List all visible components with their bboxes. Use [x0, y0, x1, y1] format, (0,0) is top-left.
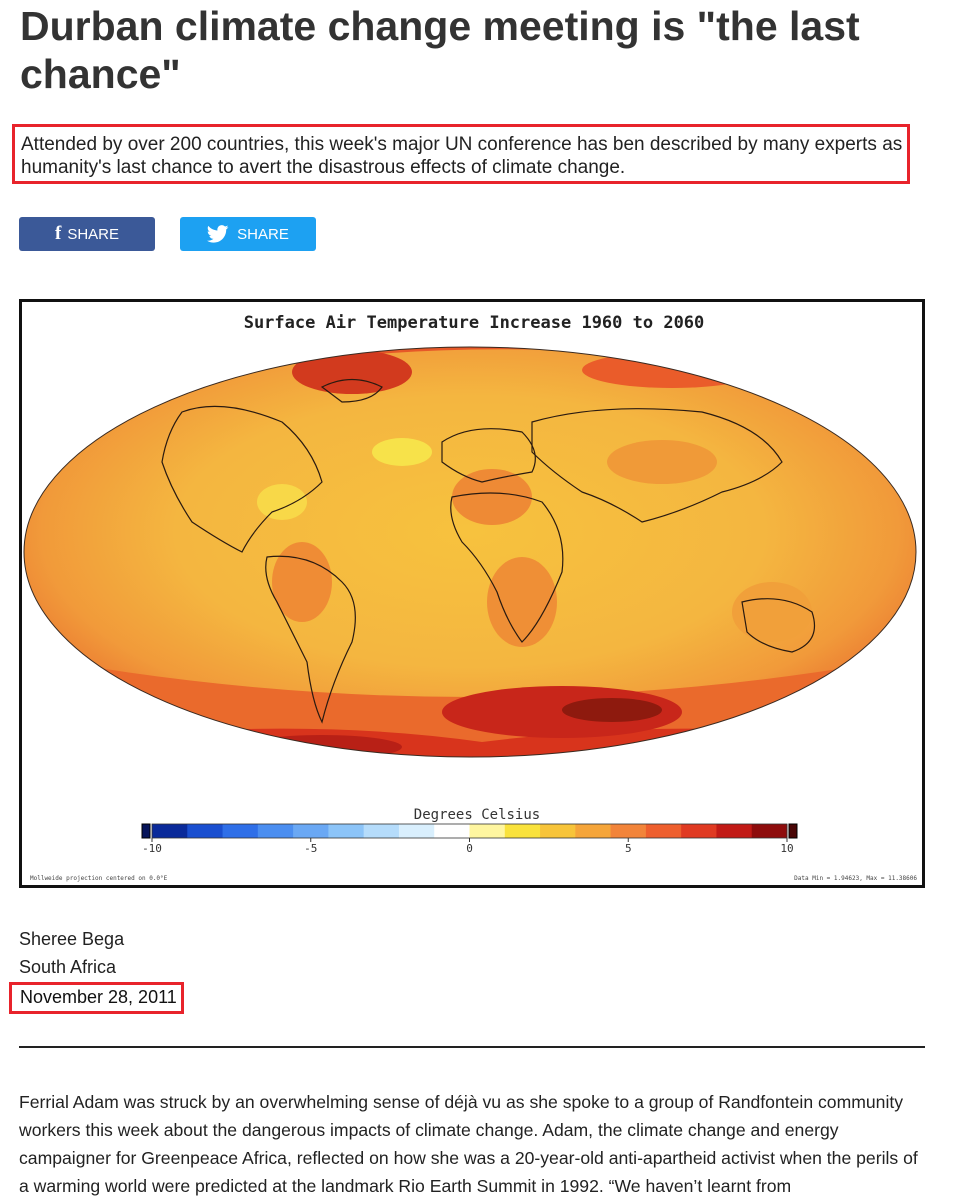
legend-title: Degrees Celsius: [414, 807, 540, 823]
colorbar-segment: [434, 824, 470, 838]
colorbar-segment: [540, 824, 576, 838]
article-body: Ferrial Adam was struck by an overwhelmi…: [19, 1092, 918, 1196]
twitter-share-label: SHARE: [237, 225, 289, 243]
colorbar-segment: [398, 824, 435, 838]
article-author: Sheree Bega: [19, 929, 125, 949]
article-region: South Africa: [19, 957, 117, 977]
twitter-icon: [207, 225, 229, 243]
colorbar-tick-label: -10: [142, 842, 162, 855]
legend-colorbar: [141, 823, 798, 839]
facebook-share-button[interactable]: f SHARE: [19, 217, 155, 251]
colorbar-cap-low: [141, 823, 151, 839]
colorbar-cap-high: [788, 823, 798, 839]
colorbar-segment: [328, 824, 365, 838]
projection-note: Mollweide projection centered on 0.0°E: [30, 875, 168, 882]
article-headline: Durban climate change meeting is "the la…: [20, 3, 860, 97]
colorbar-tick-label: 0: [466, 842, 473, 855]
twitter-share-button[interactable]: SHARE: [180, 217, 316, 251]
data-range-note: Data Min = 1.94623, Max = 11.38606: [794, 875, 917, 882]
colorbar-segment: [257, 824, 294, 838]
colorbar-segment: [681, 824, 717, 838]
colorbar-segment: [645, 824, 682, 838]
colorbar-segment: [610, 824, 647, 838]
colorbar-segment: [716, 824, 753, 838]
colorbar-tick-label: -5: [304, 842, 317, 855]
section-divider: [19, 1046, 925, 1048]
colorbar-segment: [751, 824, 788, 838]
article-standfirst: Attended by over 200 countries, this wee…: [12, 124, 910, 184]
colorbar-segment: [293, 824, 329, 838]
figure-title: Surface Air Temperature Increase 1960 to…: [244, 313, 705, 333]
colorbar-segment: [152, 824, 188, 838]
article-date: November 28, 2011: [9, 982, 184, 1014]
colorbar-segment: [222, 824, 259, 838]
colorbar-segment: [363, 824, 400, 838]
world-map: [24, 347, 916, 757]
facebook-share-label: SHARE: [67, 225, 119, 243]
colorbar-tick-label: 10: [780, 842, 793, 855]
temperature-map-figure: Surface Air Temperature Increase 1960 to…: [19, 299, 925, 888]
colorbar-segment: [504, 824, 541, 838]
colorbar-segment: [575, 824, 612, 838]
facebook-icon: f: [54, 223, 62, 244]
legend-ticks: -10 -5 0 5 10: [142, 838, 794, 855]
colorbar-segment: [469, 824, 506, 838]
colorbar-tick-label: 5: [625, 842, 632, 855]
colorbar-segment: [187, 824, 224, 838]
